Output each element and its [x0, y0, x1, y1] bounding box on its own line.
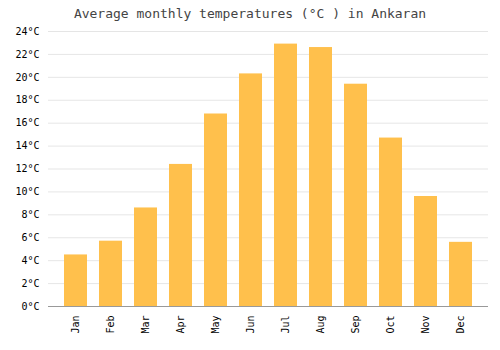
svg-text:Nov: Nov	[420, 316, 431, 334]
svg-text:20°C: 20°C	[15, 72, 39, 83]
svg-text:Mar: Mar	[140, 316, 151, 334]
html-text:Average monthly temperatures (: Average monthly temperatures (°C ) in An…	[73, 6, 427, 21]
svg-text:Oct: Oct	[385, 316, 396, 334]
svg-text:Aug: Aug	[315, 316, 326, 334]
svg-text:24°C: 24°C	[15, 26, 39, 37]
svg-text:May: May	[210, 316, 221, 334]
svg-text:Dec: Dec	[455, 316, 466, 334]
svg-text:Apr: Apr	[175, 316, 186, 334]
svg-text:18°C: 18°C	[15, 94, 39, 105]
svg-text:Sep: Sep	[350, 316, 361, 334]
svg-text:10°C: 10°C	[15, 186, 39, 197]
svg-text:0°C: 0°C	[21, 301, 39, 312]
svg-text:6°C: 6°C	[21, 232, 39, 243]
svg-text:12°C: 12°C	[15, 163, 39, 174]
svg-text:Jan: Jan	[70, 316, 81, 334]
svg-text:Feb: Feb	[105, 316, 116, 334]
svg-text:Jul: Jul	[280, 316, 291, 334]
svg-text:22°C: 22°C	[15, 49, 39, 60]
svg-text:Jun: Jun	[245, 316, 256, 334]
svg-text:16°C: 16°C	[15, 117, 39, 128]
svg-text:2°C: 2°C	[21, 278, 39, 289]
svg-text:4°C: 4°C	[21, 255, 39, 266]
svg-text:14°C: 14°C	[15, 140, 39, 151]
svg-text:8°C: 8°C	[21, 209, 39, 220]
